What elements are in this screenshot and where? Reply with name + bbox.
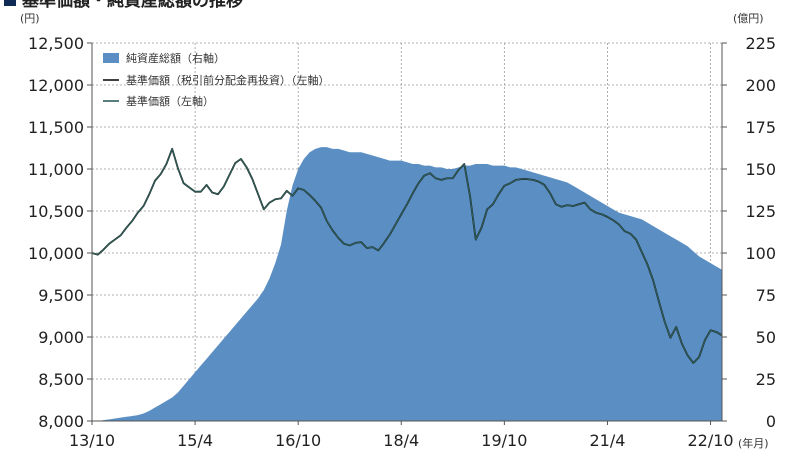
left-tick-label: 10,000 bbox=[28, 244, 84, 263]
legend: 純資産総額（右軸） 基準価額（税引前分配金再投資）（左軸） 基準価額（左軸） bbox=[103, 51, 330, 108]
area-layer bbox=[92, 147, 722, 421]
right-tick-label: 50 bbox=[756, 328, 776, 347]
x-axis-ticks: 13/10 15/4 16/10 18/4 19/10 21/4 22/10 bbox=[69, 421, 734, 450]
left-tick-label: 12,000 bbox=[28, 76, 84, 95]
right-axis-unit: (億円) bbox=[733, 12, 764, 25]
left-tick-label: 10,500 bbox=[28, 202, 84, 221]
left-tick-label: 11,500 bbox=[28, 118, 84, 137]
x-tick-label: 19/10 bbox=[481, 431, 527, 450]
left-tick-label: 8,000 bbox=[38, 412, 84, 431]
left-tick-label: 9,000 bbox=[38, 328, 84, 347]
left-axis-unit: (円) bbox=[20, 12, 40, 25]
right-tick-label: 25 bbox=[756, 370, 776, 389]
left-tick-label: 8,500 bbox=[38, 370, 84, 389]
axes bbox=[91, 43, 723, 422]
right-tick-label: 100 bbox=[745, 244, 776, 263]
right-tick-label: 150 bbox=[745, 160, 776, 179]
legend-label-nav: 純資産総額（右軸） bbox=[126, 51, 225, 65]
left-tick-label: 12,500 bbox=[28, 34, 84, 53]
x-tick-label: 21/4 bbox=[589, 431, 625, 450]
right-axis-ticks: 0 25 50 75 100 125 150 175 200 225 bbox=[722, 34, 776, 431]
line-layer bbox=[91, 147, 723, 364]
right-tick-label: 125 bbox=[745, 202, 776, 221]
right-tick-label: 75 bbox=[756, 286, 776, 305]
right-tick-label: 175 bbox=[745, 118, 776, 137]
legend-label-basic: 基準価額（左軸） bbox=[126, 94, 214, 108]
x-tick-label: 16/10 bbox=[275, 431, 321, 450]
left-tick-label: 11,000 bbox=[28, 160, 84, 179]
left-axis-ticks: 8,000 8,500 9,000 9,500 10,000 10,500 11,000 11… bbox=[28, 34, 92, 431]
right-tick-label: 0 bbox=[766, 412, 776, 431]
right-tick-label: 225 bbox=[745, 34, 776, 53]
chart-title-text: 基準価額・純資産総額の推移 bbox=[21, 0, 243, 11]
series-area-nav bbox=[92, 147, 722, 421]
legend-swatch-nav bbox=[103, 53, 119, 63]
title-marker bbox=[4, 0, 16, 6]
x-axis-unit: (年月) bbox=[738, 436, 769, 450]
x-tick-label: 15/4 bbox=[177, 431, 213, 450]
x-tick-label: 13/10 bbox=[69, 431, 115, 450]
chart-title: 基準価額・純資産総額の推移 bbox=[4, 0, 243, 11]
x-tick-label: 18/4 bbox=[383, 431, 419, 450]
right-tick-label: 200 bbox=[745, 76, 776, 95]
legend-label-reinvest: 基準価額（税引前分配金再投資）（左軸） bbox=[126, 73, 330, 87]
x-tick-label: 22/10 bbox=[687, 431, 733, 450]
left-tick-label: 9,500 bbox=[38, 286, 84, 305]
series-line-basic bbox=[91, 148, 723, 364]
